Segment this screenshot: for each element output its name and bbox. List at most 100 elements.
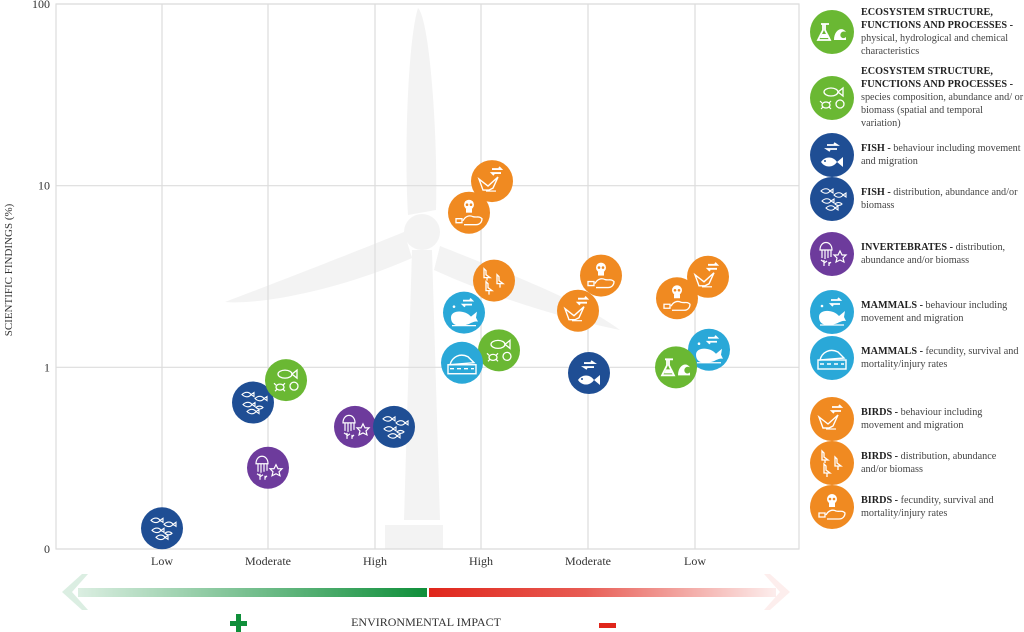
- legend-item-fish-behav[interactable]: FISH - behaviour including movement and …: [810, 133, 1024, 177]
- legend-description: behaviour including movement and migrati…: [861, 300, 1008, 324]
- point-bird-behav[interactable]: [557, 289, 599, 332]
- legend-title: FISH -: [861, 187, 891, 198]
- fish-crab-shell-icon: [486, 339, 512, 362]
- legend-description: distribution, abundance and/or biomass: [861, 242, 1006, 266]
- point-bird-behav[interactable]: [687, 255, 729, 298]
- legend-item-eco-phys[interactable]: ECOSYSTEM STRUCTURE, FUNCTIONS AND PROCE…: [810, 6, 1024, 58]
- point-bird-mort[interactable]: [448, 191, 490, 234]
- fish-migration-icon: [578, 360, 600, 386]
- point-circle: [265, 359, 307, 402]
- x-axis-label: ENVIRONMENTAL IMPACT: [351, 615, 501, 629]
- legend-title: MAMMALS -: [861, 300, 923, 311]
- legend-description: species composition, abundance and/ or b…: [861, 92, 1024, 129]
- point-invert-dist[interactable]: [247, 446, 289, 489]
- legend-title: INVERTEBRATES -: [861, 242, 954, 253]
- x-tick-label: Moderate: [245, 554, 291, 568]
- legend-item-eco-species[interactable]: ECOSYSTEM STRUCTURE, FUNCTIONS AND PROCE…: [810, 65, 1024, 130]
- legend-item-bird-mort[interactable]: BIRDS - fecundity, survival and mortalit…: [810, 485, 1024, 529]
- positive-sign: [230, 614, 247, 632]
- point-eco-species[interactable]: [478, 329, 520, 372]
- point-circle: [557, 289, 599, 332]
- legend-title: ECOSYSTEM STRUCTURE, FUNCTIONS AND PROCE…: [861, 7, 1013, 31]
- legend-item-bird-dist[interactable]: BIRDS - distribution, abundance and/or b…: [810, 441, 1024, 485]
- positive-impact-bar: [78, 588, 427, 597]
- fish-school-icon: [150, 517, 177, 541]
- legend-text: MAMMALS - fecundity, survival and mortal…: [861, 345, 1024, 371]
- point-bird-mort[interactable]: [580, 254, 622, 297]
- skull-bird-icon: [663, 285, 691, 311]
- whale-stranded-icon: [810, 336, 854, 380]
- x-tick-label: Moderate: [565, 554, 611, 568]
- legend-text: FISH - behaviour including movement and …: [861, 142, 1024, 168]
- legend-item-mammal-behav[interactable]: MAMMALS - behaviour including movement a…: [810, 290, 1024, 334]
- right-arrowhead: [764, 574, 790, 610]
- point-bird-dist[interactable]: [473, 259, 515, 302]
- point-invert-dist[interactable]: [334, 405, 376, 448]
- point-mammal-fec[interactable]: [441, 341, 483, 384]
- point-circle: [655, 346, 697, 389]
- legend-description: behaviour including movement and migrati…: [861, 143, 1021, 167]
- x-axis-ticks: Low Moderate High High Moderate Low: [151, 554, 706, 568]
- legend-text: ECOSYSTEM STRUCTURE, FUNCTIONS AND PROCE…: [861, 65, 1024, 130]
- point-circle: [478, 329, 520, 372]
- legend-title: BIRDS -: [861, 495, 899, 506]
- point-fish-dist[interactable]: [141, 507, 183, 550]
- point-eco-species[interactable]: [265, 359, 307, 402]
- fish-migration-icon: [810, 133, 854, 177]
- legend-description: distribution, abundance and/or biomass: [861, 451, 997, 475]
- negative-impact-bar: [429, 588, 776, 597]
- negative-sign: [599, 623, 616, 628]
- legend-description: distribution, abundance and/or biomass: [861, 187, 1018, 211]
- point-fish-behav[interactable]: [568, 352, 610, 395]
- point-bird-behav[interactable]: [471, 160, 513, 203]
- bird-migration-icon: [810, 397, 854, 441]
- birds-group-icon: [483, 267, 505, 295]
- point-fish-dist[interactable]: [373, 405, 415, 448]
- flask-wave-icon: [810, 10, 854, 54]
- legend-item-mammal-fec[interactable]: MAMMALS - fecundity, survival and mortal…: [810, 336, 1024, 380]
- point-circle: [568, 352, 610, 395]
- point-circle: [232, 381, 274, 424]
- legend-text: INVERTEBRATES - distribution, abundance …: [861, 241, 1024, 267]
- legend-text: ECOSYSTEM STRUCTURE, FUNCTIONS AND PROCE…: [861, 6, 1024, 58]
- legend-text: BIRDS - distribution, abundance and/or b…: [861, 450, 1024, 476]
- point-eco-phys[interactable]: [655, 346, 697, 389]
- skull-bird-icon: [810, 485, 854, 529]
- bird-migration-icon: [693, 262, 720, 288]
- point-circle: [471, 160, 513, 203]
- point-mammal-behav[interactable]: [443, 291, 485, 334]
- flask-wave-icon: [660, 358, 690, 377]
- fish-school-icon: [810, 177, 854, 221]
- legend-item-fish-dist[interactable]: FISH - distribution, abundance and/or bi…: [810, 177, 1024, 221]
- legend-item-invert-dist[interactable]: INVERTEBRATES - distribution, abundance …: [810, 232, 1024, 276]
- grid: [55, 3, 800, 550]
- skull-bird-icon: [587, 262, 615, 289]
- legend-description: behaviour including movement and migrati…: [861, 407, 983, 431]
- point-mammal-behav[interactable]: [688, 328, 730, 371]
- y-axis-label: SCIENTIFIC FINDINGS (%): [3, 203, 15, 336]
- fish-school-icon: [241, 391, 268, 415]
- point-fish-dist[interactable]: [232, 381, 274, 424]
- fish-school-icon: [382, 415, 409, 439]
- bird-migration-icon: [563, 296, 590, 322]
- y-tick-label: 0: [44, 542, 50, 556]
- legend-title: ECOSYSTEM STRUCTURE, FUNCTIONS AND PROCE…: [861, 66, 1013, 90]
- legend-title: BIRDS -: [861, 451, 899, 462]
- fish-crab-shell-icon: [273, 368, 299, 392]
- whale-migration-icon: [696, 335, 723, 364]
- x-tick-label: High: [363, 554, 387, 568]
- x-tick-label: High: [469, 554, 493, 568]
- whale-stranded-icon: [447, 354, 477, 375]
- legend-title: FISH -: [861, 143, 891, 154]
- bird-migration-icon: [477, 166, 504, 192]
- point-bird-mort[interactable]: [656, 277, 698, 320]
- environmental-impact-arrow: [62, 574, 790, 610]
- y-tick-label: 10: [38, 179, 50, 193]
- legend-item-bird-behav[interactable]: BIRDS - behaviour including movement and…: [810, 397, 1024, 441]
- point-circle: [473, 259, 515, 302]
- legend-title: BIRDS -: [861, 407, 899, 418]
- jellyfish-star-icon: [810, 232, 854, 276]
- point-circle: [441, 341, 483, 384]
